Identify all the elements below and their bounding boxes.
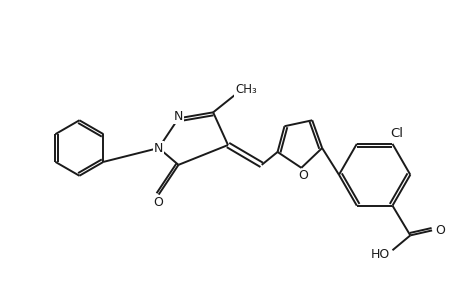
Text: N: N [174,110,183,123]
Text: N: N [154,142,163,154]
Text: O: O [298,169,308,182]
Text: CH₃: CH₃ [235,83,256,96]
Text: O: O [434,224,444,237]
Text: HO: HO [370,248,389,261]
Text: O: O [153,196,163,209]
Text: Cl: Cl [389,128,402,140]
